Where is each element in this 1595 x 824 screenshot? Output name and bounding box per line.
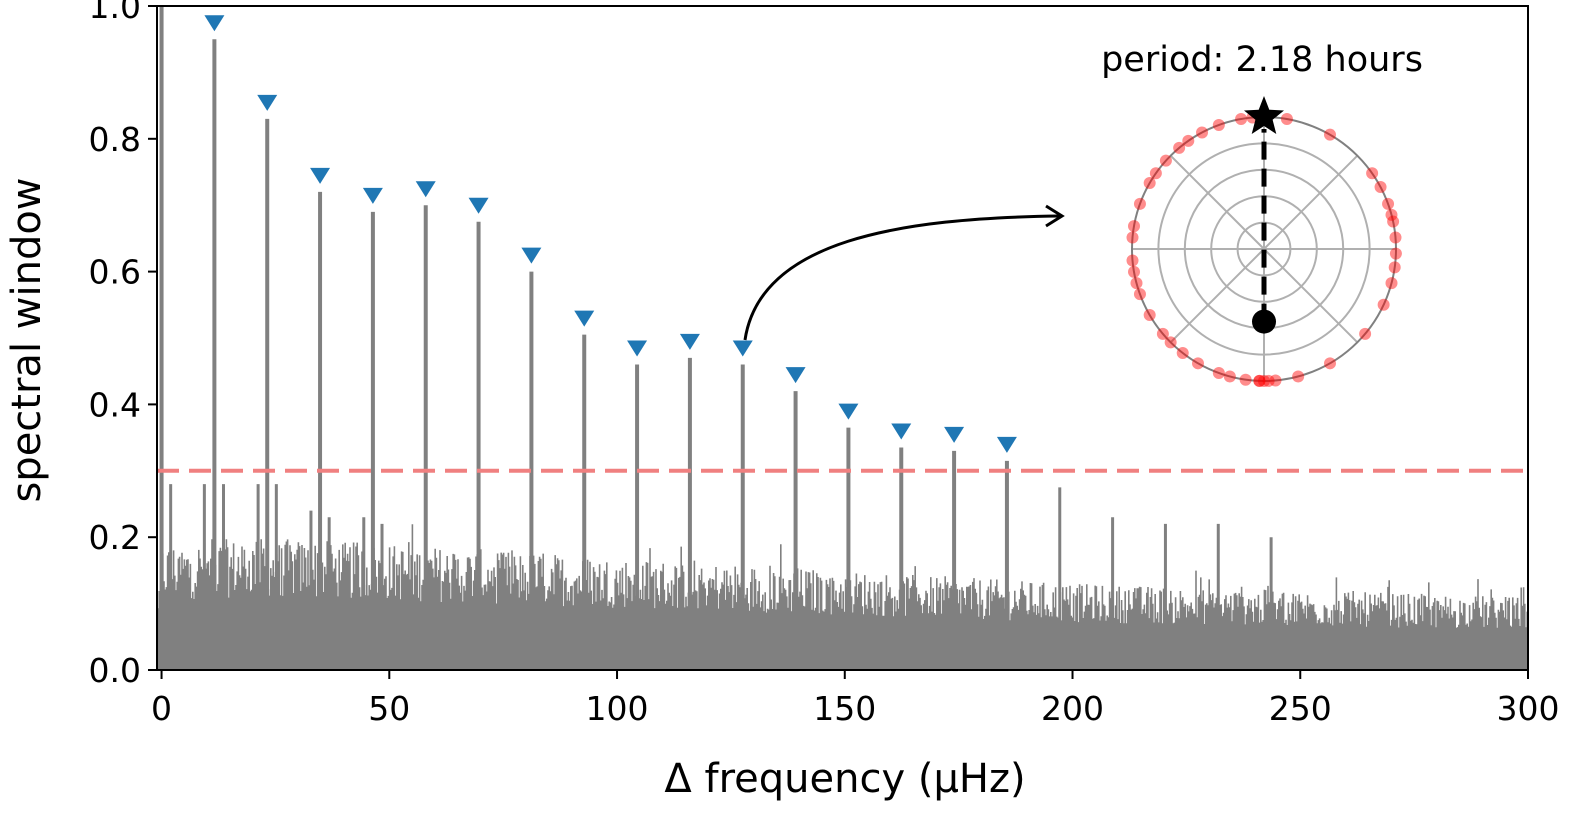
- peak-marker: [838, 403, 859, 420]
- phase-point: [1176, 347, 1189, 360]
- y-tick-label: 1.0: [89, 0, 141, 26]
- peak-marker: [521, 247, 542, 264]
- y-tick-label: 0.6: [89, 253, 141, 292]
- y-axis-ticks: 0.0 0.2 0.4 0.6 0.8 1.0: [89, 0, 157, 690]
- phase-point: [1212, 118, 1225, 131]
- phase-point: [1324, 128, 1336, 141]
- polar-grid-spoke: [1169, 248, 1265, 344]
- polar-grid-spoke: [1263, 248, 1359, 344]
- peak-marker: [310, 167, 331, 184]
- phase-point: [1126, 254, 1139, 267]
- phase-point: [1385, 208, 1398, 221]
- y-axis-label: spectral window: [4, 177, 50, 502]
- phase-point: [1130, 277, 1143, 290]
- phase-point: [1387, 215, 1400, 228]
- phase-point: [1359, 327, 1372, 340]
- peak-marker: [679, 333, 700, 350]
- peak-marker: [204, 15, 225, 32]
- phase-point: [1182, 134, 1195, 147]
- phase-point: [1388, 261, 1401, 274]
- phase-point: [1126, 231, 1139, 244]
- phase-point: [1223, 370, 1236, 383]
- peak-marker: [785, 367, 806, 384]
- peak-markers: [204, 15, 1017, 453]
- peak-marker: [257, 94, 278, 111]
- peak-marker: [415, 181, 436, 198]
- x-tick-label: 100: [586, 689, 649, 728]
- phase-point: [1235, 113, 1248, 126]
- x-tick-label: 200: [1041, 689, 1104, 728]
- peak-bars: [159, 6, 1273, 670]
- noise-fill: [157, 603, 1528, 670]
- peak-marker: [468, 197, 489, 214]
- peak-marker: [574, 310, 595, 327]
- x-tick-label: 300: [1497, 689, 1560, 728]
- phase-point: [1143, 177, 1156, 189]
- x-tick-label: 0: [151, 689, 172, 728]
- phase-point: [1324, 357, 1336, 370]
- polar-grid-spoke: [1169, 154, 1265, 250]
- phase-point: [1292, 370, 1305, 383]
- peak-marker: [362, 187, 383, 204]
- phase-point: [1192, 357, 1204, 370]
- x-axis-ticks: 0 50 100 150 200 250 300: [151, 670, 1560, 728]
- phase-point: [1143, 309, 1156, 321]
- phase-point: [1133, 197, 1146, 210]
- x-tick-label: 150: [813, 689, 876, 728]
- phase-point: [1164, 336, 1177, 349]
- phase-point: [1262, 374, 1275, 387]
- star-icon: [1244, 96, 1284, 134]
- polar-inset: [1126, 96, 1402, 387]
- phase-point: [1239, 373, 1252, 386]
- inset-period-label: period: 2.18 hours: [1101, 40, 1423, 80]
- peak-marker: [627, 340, 648, 357]
- x-axis-label: Δ frequency (μHz): [664, 756, 1025, 802]
- phase-point: [1385, 277, 1398, 290]
- y-tick-label: 0.4: [89, 385, 141, 424]
- phase-point: [1253, 374, 1266, 387]
- phase-point: [1389, 231, 1402, 244]
- y-tick-label: 0.2: [89, 518, 141, 557]
- phase-point: [1196, 126, 1209, 139]
- arrow-head: [1045, 204, 1065, 228]
- phase-point: [1173, 141, 1186, 154]
- peak-marker: [891, 423, 912, 440]
- peak-marker: [996, 436, 1017, 453]
- plot-frame: [156, 5, 1529, 671]
- phase-point: [1269, 374, 1282, 387]
- phase-point: [1128, 220, 1141, 233]
- phase-point: [1159, 154, 1172, 167]
- inset-arrow: [743, 214, 1061, 341]
- phase-point: [1133, 288, 1146, 301]
- x-tick-label: 50: [368, 689, 410, 728]
- x-tick-label: 250: [1269, 689, 1332, 728]
- y-tick-label: 0.0: [89, 651, 141, 690]
- phase-vector-origin: [1252, 309, 1276, 334]
- phase-point: [1253, 374, 1266, 387]
- phase-point: [1374, 181, 1387, 194]
- phase-point: [1280, 113, 1293, 126]
- y-tick-label: 0.8: [89, 120, 141, 159]
- phase-point: [1366, 167, 1379, 180]
- phase-point: [1212, 367, 1225, 380]
- phase-point: [1377, 298, 1390, 311]
- phase-point: [1389, 247, 1402, 260]
- phase-point: [1128, 265, 1141, 278]
- peak-marker: [732, 340, 753, 357]
- phase-point: [1382, 197, 1395, 210]
- peak-marker: [944, 426, 965, 443]
- phase-point: [1258, 375, 1270, 387]
- noise-floor: [157, 524, 1528, 670]
- phase-point: [1156, 327, 1169, 340]
- polar-grid-spoke: [1263, 154, 1359, 250]
- phase-point: [1149, 167, 1162, 180]
